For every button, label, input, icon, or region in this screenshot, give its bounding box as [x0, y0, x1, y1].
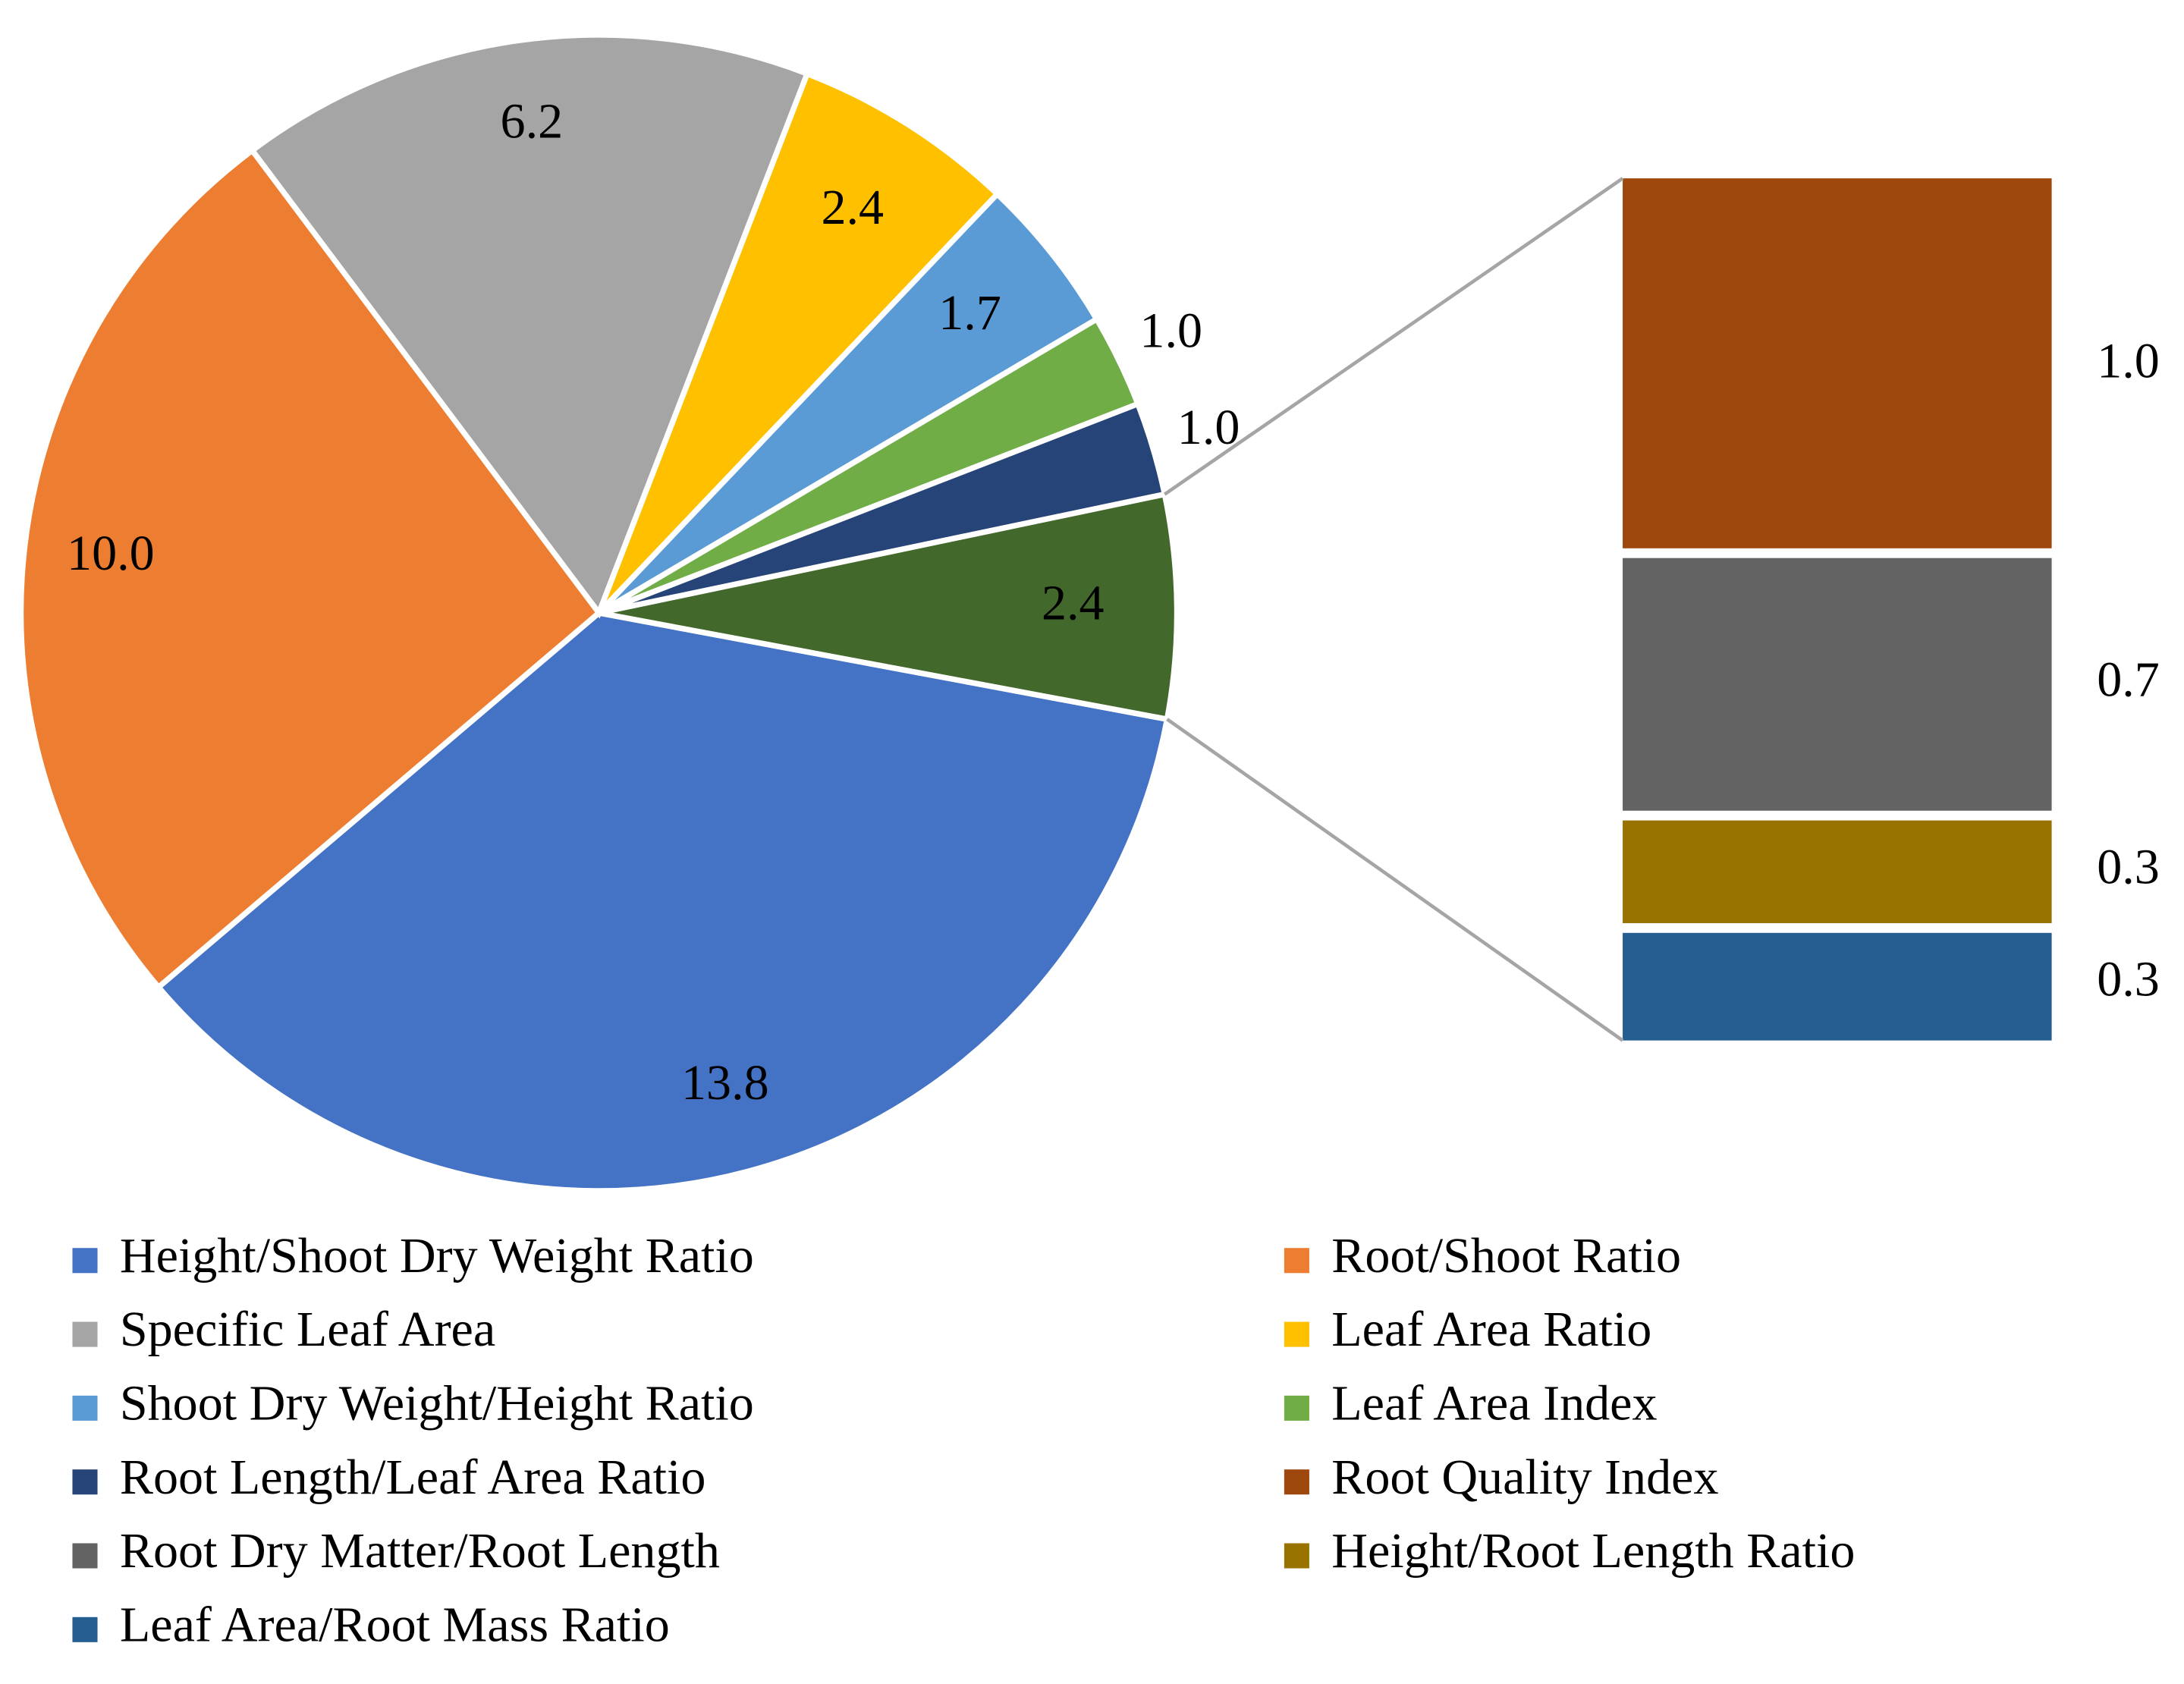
legend-marker [72, 1616, 98, 1642]
legend-marker [72, 1469, 98, 1495]
pie-slice [248, 32, 811, 619]
data-label: 2.4 [821, 180, 884, 235]
legend-marker [72, 1395, 98, 1421]
legend-label: Root Quality Index [1331, 1450, 1718, 1505]
legend-marker [1284, 1543, 1309, 1569]
data-label: 0.3 [2097, 839, 2160, 894]
legend-label: Leaf Area/Root Mass Ratio [120, 1597, 670, 1652]
pie-slice [596, 70, 1001, 615]
legend-label: Specific Leaf Area [120, 1302, 495, 1357]
data-label: 2.4 [1042, 575, 1105, 630]
legend-marker [72, 1248, 98, 1274]
data-label: 0.3 [2097, 952, 2160, 1007]
pie-slice [17, 146, 603, 991]
data-label: 1.0 [1177, 400, 1240, 455]
data-label: 10.0 [67, 526, 155, 581]
pie-slice [598, 491, 1180, 723]
data-label: 0.7 [2097, 652, 2160, 707]
legend-marker [1284, 1469, 1309, 1495]
data-label: 13.8 [681, 1055, 769, 1111]
data-label: 1.7 [938, 285, 1001, 341]
bar-segment [1623, 932, 2052, 1041]
legend-label: Height/Root Length Ratio [1331, 1523, 1855, 1579]
bar-segment [1623, 178, 2052, 548]
pie-slice [596, 190, 1101, 616]
data-label: 1.0 [2097, 333, 2160, 388]
legend-label: Root Dry Matter/Root Length [120, 1523, 720, 1579]
legend-label: Leaf Area Index [1331, 1376, 1657, 1431]
pie-slice [154, 610, 1171, 1194]
legend-marker [72, 1543, 98, 1569]
legend-label: Root/Shoot Ratio [1331, 1228, 1681, 1283]
legend-label: Height/Shoot Dry Weight Ratio [120, 1228, 754, 1283]
legend-marker [1284, 1321, 1309, 1347]
data-label: 6.2 [501, 94, 564, 149]
legend-label: Root Length/Leaf Area Ratio [120, 1450, 706, 1505]
legend-marker [1284, 1248, 1309, 1274]
legend-marker [72, 1321, 98, 1347]
legend-label: Shoot Dry Weight/Height Ratio [120, 1376, 754, 1431]
bar-segment [1623, 820, 2052, 923]
data-label: 1.0 [1139, 303, 1202, 358]
legend-marker [1284, 1395, 1309, 1421]
connector-line [1163, 177, 1624, 496]
bar-segment [1623, 558, 2052, 811]
connector-line [1166, 718, 1624, 1042]
legend-label: Leaf Area Ratio [1331, 1302, 1651, 1357]
